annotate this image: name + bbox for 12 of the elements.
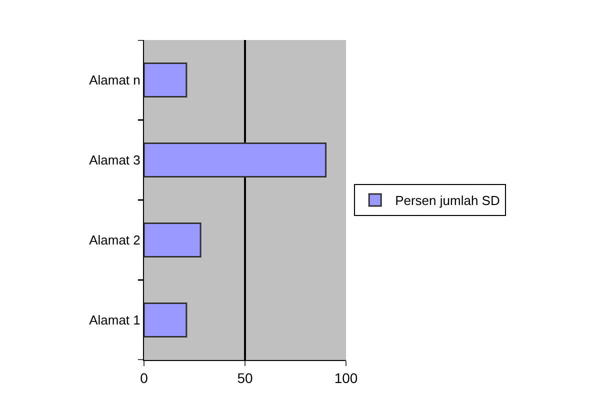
x-tick-label: 0 — [140, 370, 148, 386]
bar — [144, 222, 202, 258]
bar — [144, 142, 327, 178]
y-tick-label: Alamat 3 — [89, 152, 140, 168]
legend-label: Persen jumlah SD — [395, 193, 500, 208]
x-tick-label: 100 — [334, 370, 358, 386]
y-tick-label: Alamat 2 — [89, 232, 140, 248]
y-tick-label: Alamat 1 — [89, 312, 140, 328]
bar — [144, 62, 188, 98]
x-tick-label: 50 — [237, 370, 253, 386]
bar — [144, 302, 188, 338]
y-tick-label: Alamat n — [89, 72, 140, 88]
